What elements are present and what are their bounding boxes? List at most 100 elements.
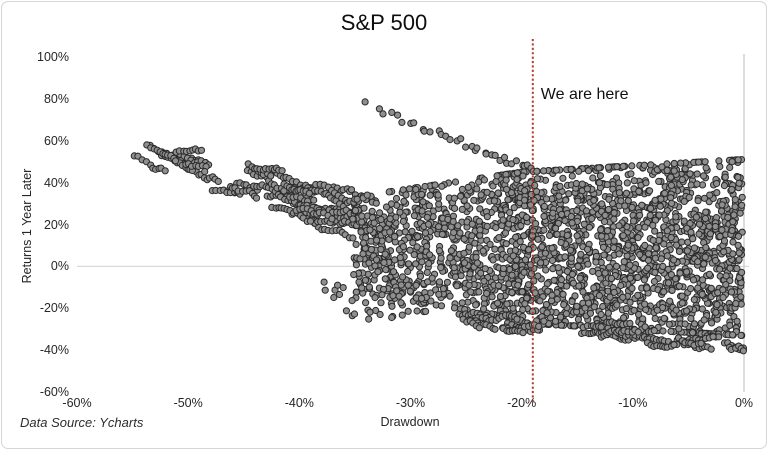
data-point <box>350 310 359 318</box>
data-point <box>573 207 581 215</box>
data-point <box>468 232 476 240</box>
data-point <box>570 322 578 330</box>
data-point <box>597 323 605 331</box>
data-point <box>386 228 394 236</box>
data-point <box>477 269 485 277</box>
data-point <box>507 189 516 197</box>
data-point <box>502 176 510 184</box>
data-point <box>371 262 379 270</box>
data-point <box>380 259 388 267</box>
data-point <box>640 276 649 284</box>
data-point <box>372 256 381 264</box>
data-point <box>434 191 442 199</box>
data-point <box>450 264 458 272</box>
data-point <box>446 254 454 262</box>
data-point <box>628 162 636 170</box>
data-point <box>553 230 561 238</box>
data-point <box>598 200 606 208</box>
data-point <box>676 269 684 277</box>
data-point <box>560 301 568 309</box>
data-point <box>563 231 571 239</box>
data-point <box>495 234 503 242</box>
data-point <box>483 222 491 230</box>
data-point <box>450 194 458 202</box>
x-tick-label: -40% <box>284 396 314 410</box>
data-point <box>701 214 710 223</box>
data-point <box>410 212 418 220</box>
x-tick-label: -50% <box>173 396 203 410</box>
data-point <box>550 276 558 284</box>
data-point <box>601 211 609 219</box>
data-point <box>397 299 405 307</box>
data-point <box>731 196 739 204</box>
data-point <box>670 256 678 264</box>
data-point <box>693 180 701 188</box>
x-tick-label: -20% <box>507 396 537 410</box>
data-point <box>636 211 644 219</box>
data-point <box>435 247 443 255</box>
data-point <box>687 181 695 189</box>
data-point <box>352 261 360 269</box>
data-point <box>687 285 695 293</box>
data-point <box>493 172 501 180</box>
data-point <box>584 167 593 175</box>
data-point <box>557 238 565 247</box>
data-point <box>670 159 678 168</box>
data-point <box>360 239 368 247</box>
data-point <box>678 238 686 246</box>
data-point <box>574 315 583 323</box>
data-point <box>540 212 548 220</box>
data-point <box>516 237 524 246</box>
data-point <box>473 259 481 267</box>
data-point <box>565 190 573 198</box>
data-point <box>720 237 729 245</box>
data-point <box>376 310 384 319</box>
data-point <box>348 297 356 305</box>
data-point <box>356 255 364 263</box>
data-point <box>715 157 723 165</box>
data-point <box>512 157 521 165</box>
data-point <box>468 220 476 228</box>
data-point <box>641 223 649 231</box>
data-point <box>650 277 659 286</box>
data-point <box>651 314 659 323</box>
data-point <box>267 172 275 180</box>
scatter-points <box>130 98 748 355</box>
data-point <box>365 283 373 291</box>
data-point <box>736 209 744 217</box>
data-point <box>358 284 366 292</box>
data-point <box>700 260 708 268</box>
data-point <box>677 159 685 167</box>
data-point <box>607 274 616 282</box>
data-point <box>358 218 366 226</box>
data-point <box>600 251 608 259</box>
data-point <box>418 207 426 215</box>
data-point <box>548 291 556 299</box>
data-point <box>651 196 659 204</box>
data-point <box>491 245 499 253</box>
data-point <box>649 236 657 244</box>
data-point <box>685 193 693 202</box>
data-point <box>692 213 701 221</box>
data-point <box>661 189 669 197</box>
data-point <box>620 258 628 266</box>
data-point <box>414 233 422 241</box>
data-point <box>574 197 582 205</box>
data-point <box>533 175 541 183</box>
data-point <box>689 235 697 243</box>
annotation-we-are-here: We are here <box>540 86 629 103</box>
data-point <box>482 150 490 158</box>
data-point <box>540 226 548 234</box>
data-point <box>374 268 382 276</box>
data-point <box>422 307 430 315</box>
data-point <box>716 163 724 171</box>
data-point <box>466 270 474 278</box>
data-point <box>201 167 209 176</box>
data-point <box>399 217 407 225</box>
data-point <box>621 202 629 210</box>
data-point <box>451 204 459 212</box>
data-point <box>628 203 636 211</box>
data-point <box>622 305 631 313</box>
data-point <box>615 250 623 258</box>
data-point <box>377 299 385 307</box>
